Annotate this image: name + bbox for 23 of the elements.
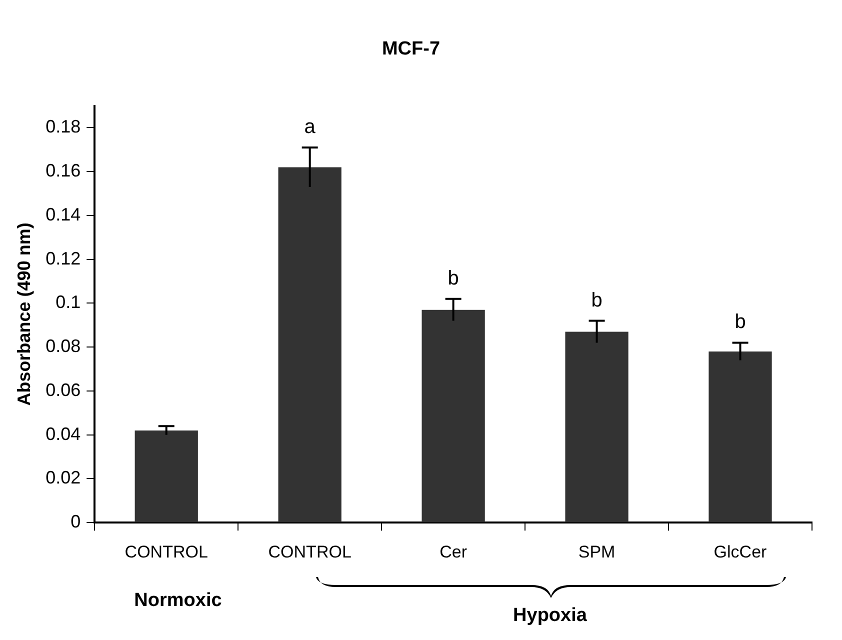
text: Normoxic [133, 590, 223, 612]
text: Hypoxia [512, 605, 588, 627]
y-tick-label: 0.12 [46, 248, 81, 268]
y-tick-label: 0.1 [56, 292, 81, 312]
y-tick-label: 0.08 [46, 336, 81, 356]
y-tick-label: 0.16 [46, 160, 81, 181]
annotation: b [734, 311, 746, 334]
annotation: b [591, 289, 602, 312]
x-tick-label: Cer [440, 542, 468, 562]
x-tick-label: GlcCer [714, 542, 768, 562]
y-tick-label: 0.06 [46, 380, 81, 400]
chart-title: MCF-7 [382, 38, 440, 60]
x-tick-label: CONTROL [124, 542, 208, 562]
y-tick-label: 0.04 [46, 424, 81, 444]
x-tick-label: SPM [578, 542, 616, 562]
y-tick-label: 0.14 [46, 204, 81, 224]
y-tick-label: 0.18 [46, 116, 81, 137]
annotation: a [304, 116, 316, 138]
y-tick-label: 0.02 [46, 468, 81, 488]
annotation: b [448, 267, 459, 290]
y-axis-title: Absorbance (490 nm) [14, 222, 34, 406]
y-tick-label: 0 [70, 512, 81, 532]
x-tick-label: CONTROL [268, 542, 352, 562]
